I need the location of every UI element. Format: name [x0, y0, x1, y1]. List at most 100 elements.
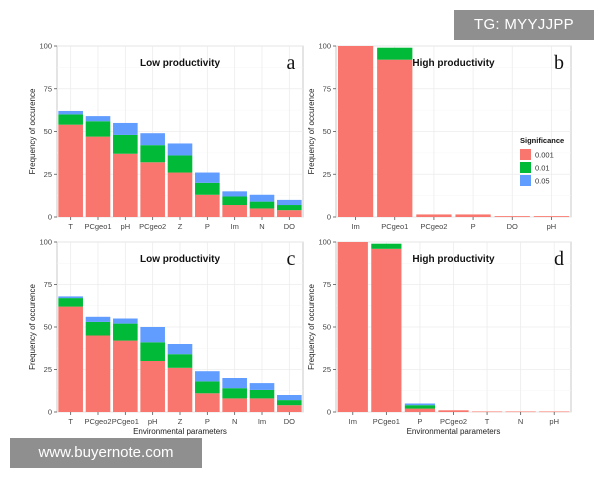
bar-c-P-0.05	[195, 371, 220, 382]
bar-a-P-0.001	[195, 194, 220, 217]
bar-c-DO-0.01	[277, 400, 302, 406]
y-tick-label: 0	[327, 408, 331, 417]
bar-d-PCgeo1-0.001	[371, 248, 402, 412]
panel-title: High productivity	[412, 254, 495, 265]
y-tick-label: 50	[44, 323, 52, 332]
y-tick-label: 75	[44, 280, 52, 289]
bar-a-PCgeo1-0.01	[85, 121, 111, 137]
y-tick-label: 0	[48, 213, 52, 222]
x-tick-label: PCgeo2	[84, 417, 111, 426]
x-tick-label: Z	[178, 222, 183, 231]
legend: Significance 0.001 0.01 0.05	[520, 136, 564, 186]
panel-a: 0 25 50 75 100 T PCgeo1 pH PCgeo2 Z P Im N DO Low prod…	[28, 42, 304, 231]
y-axis-label: Frequency of occurence	[307, 88, 316, 174]
bar-c-PCgeo1-0.01	[113, 323, 138, 341]
x-tick-label: N	[232, 417, 237, 426]
bar-d-PCgeo1-0.01	[371, 243, 402, 249]
bar-c-PCgeo2-0.001	[85, 335, 111, 412]
panel-title: Low productivity	[140, 58, 220, 69]
x-tick-label: PCgeo1	[84, 222, 111, 231]
x-tick-label: Im	[258, 417, 266, 426]
bar-c-Im-0.01	[249, 389, 275, 399]
bar-a-Z-0.001	[167, 172, 193, 217]
bar-c-PCgeo2-0.01	[85, 321, 111, 336]
bar-b-P-0.001	[455, 214, 491, 217]
legend-swatch-0.05	[520, 175, 531, 186]
bar-a-P-0.05	[195, 172, 220, 183]
y-tick-label: 25	[44, 170, 52, 179]
bar-c-pH-0.01	[140, 342, 165, 361]
bar-b-PCgeo1-0.001	[377, 59, 413, 218]
bar-d-P-0.05	[404, 403, 436, 406]
legend-swatch-0.001	[520, 149, 531, 160]
x-tick-label: PCgeo1	[381, 222, 408, 231]
bar-a-Im-0.05	[222, 191, 247, 197]
bar-c-PCgeo1-0.05	[113, 318, 138, 324]
bar-c-DO-0.05	[277, 395, 302, 401]
x-tick-label: T	[485, 417, 490, 426]
y-tick-label: 75	[323, 84, 331, 93]
x-tick-label: PCgeo2	[139, 222, 166, 231]
bar-b-PCgeo1-0.01	[377, 47, 413, 60]
panel-letter: b	[554, 52, 564, 74]
x-tick-label: P	[417, 417, 422, 426]
bar-c-Z-0.001	[167, 367, 193, 412]
bar-a-PCgeo2-0.05	[140, 133, 165, 146]
x-tick-label: pH	[121, 222, 131, 231]
x-tick-label: P	[471, 222, 476, 231]
x-tick-label: DO	[284, 417, 295, 426]
bar-a-pH-0.05	[113, 122, 138, 135]
x-tick-label: Z	[178, 417, 183, 426]
x-tick-label: P	[205, 222, 210, 231]
bar-c-PCgeo1-0.001	[113, 340, 138, 412]
x-tick-label: DO	[507, 222, 518, 231]
bar-a-Im-0.001	[222, 205, 247, 217]
y-tick-label: 50	[323, 323, 331, 332]
x-tick-label: pH	[148, 417, 158, 426]
y-tick-label: 0	[327, 213, 331, 222]
bar-c-T-0.001	[58, 306, 83, 412]
bar-a-Z-0.01	[167, 155, 193, 173]
y-tick-label: 100	[39, 238, 52, 247]
bar-a-DO-0.001	[277, 210, 302, 217]
bar-a-DO-0.01	[277, 205, 302, 211]
x-tick-label: T	[68, 222, 73, 231]
bar-d-T-0.001	[471, 411, 503, 413]
panel-title: Low productivity	[140, 254, 220, 265]
x-tick-label: pH	[547, 222, 557, 231]
bar-c-T-0.05	[58, 296, 83, 299]
bar-c-P-0.01	[195, 381, 220, 394]
x-tick-label: Im	[349, 417, 357, 426]
bar-a-DO-0.05	[277, 199, 302, 206]
bar-c-DO-0.001	[277, 405, 302, 412]
bar-a-pH-0.001	[113, 153, 138, 217]
panel-letter: d	[554, 248, 564, 270]
x-tick-label: Im	[230, 222, 238, 231]
legend-label: 0.05	[535, 177, 550, 186]
y-tick-label: 100	[318, 42, 331, 51]
bar-a-T-0.001	[58, 124, 83, 217]
bar-c-Z-0.01	[167, 354, 193, 368]
x-axis-label: Environmental parameters	[407, 427, 501, 436]
bar-c-N-0.05	[222, 378, 247, 389]
x-tick-label: pH	[549, 417, 559, 426]
y-tick-label: 0	[48, 408, 52, 417]
bar-a-N-0.001	[249, 208, 275, 217]
bar-c-pH-0.001	[140, 361, 165, 412]
bar-d-pH-0.001	[539, 411, 570, 413]
bar-b-Im-0.001	[337, 46, 374, 217]
y-tick-label: 75	[44, 84, 52, 93]
y-tick-label: 25	[323, 170, 331, 179]
bar-a-PCgeo1-0.05	[85, 116, 111, 122]
x-tick-label: Im	[351, 222, 359, 231]
panel-c: 0 25 50 75 100 T PCgeo2 PCgeo1 pH Z P N Im DO Low prod…	[28, 238, 304, 436]
x-axis-label: Environmental parameters	[133, 427, 227, 436]
x-tick-label: PCgeo1	[373, 417, 400, 426]
bar-b-DO-0.001	[494, 216, 530, 217]
panel-title: High productivity	[412, 58, 495, 69]
bar-d-PCgeo2-0.001	[438, 410, 469, 412]
x-tick-label: T	[68, 417, 73, 426]
bar-a-P-0.01	[195, 182, 220, 195]
bar-c-N-0.001	[222, 398, 247, 412]
